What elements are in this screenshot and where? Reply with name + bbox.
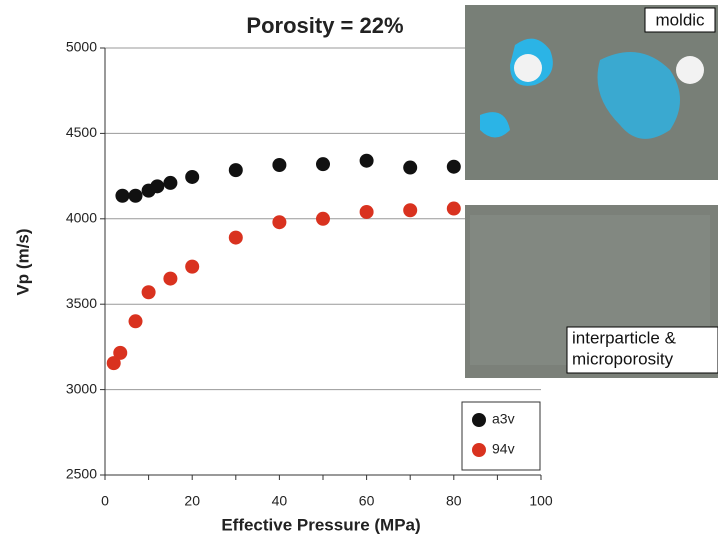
point: [359, 204, 374, 219]
x-axis-title: Effective Pressure (MPa): [221, 515, 420, 534]
x-tick-label: 60: [359, 493, 375, 509]
x-tick-label: 80: [446, 493, 462, 509]
photo-moldic: moldic: [465, 5, 718, 180]
point: [106, 356, 121, 371]
point: [163, 175, 178, 190]
point: [228, 163, 243, 178]
point: [403, 203, 418, 218]
legend-label: a3v: [492, 411, 515, 427]
pore: [597, 52, 680, 139]
legend-marker: [472, 443, 486, 457]
y-tick-label: 4500: [66, 124, 97, 140]
y-tick-label: 4000: [66, 210, 97, 226]
point: [403, 160, 418, 175]
x-tick-label: 0: [101, 493, 109, 509]
point: [446, 159, 461, 174]
plot-area: 2500 3000 3500 4000 4500 5000 0 20 40 60 80 100: [66, 39, 553, 509]
photo-label: moldic: [655, 10, 705, 29]
photo-label: microporosity: [572, 349, 674, 368]
point: [359, 153, 374, 168]
y-tick-label: 3500: [66, 295, 97, 311]
point: [272, 157, 287, 172]
legend-box: [461, 401, 541, 471]
point: [113, 345, 128, 360]
x-tick-label: 40: [272, 493, 288, 509]
point: [128, 314, 143, 329]
y-tick-label: 3000: [66, 380, 97, 396]
point: [446, 201, 461, 216]
point: [141, 285, 156, 300]
point: [316, 157, 330, 172]
point: [115, 188, 130, 203]
point: [316, 211, 330, 226]
legend-label: 94v: [492, 441, 515, 457]
pore-white: [514, 54, 542, 82]
chart-title: Porosity = 22%: [246, 13, 403, 38]
photo-label: interparticle &: [572, 328, 677, 347]
x-tick-label: 20: [184, 493, 200, 509]
point: [128, 188, 143, 203]
photo-label-box: [566, 326, 718, 374]
point: [185, 169, 200, 184]
pore: [480, 112, 510, 138]
photo-label-box: [644, 7, 716, 33]
point: [185, 259, 200, 274]
y-tick-label: 2500: [66, 466, 97, 482]
legend-marker: [472, 413, 486, 427]
pore-white: [676, 56, 704, 84]
point: [150, 179, 165, 194]
y-axis-title: Vp (m/s): [13, 228, 32, 295]
y-tick-label: 5000: [66, 39, 97, 55]
point: [163, 271, 178, 286]
point: [228, 230, 243, 245]
point: [272, 215, 287, 230]
x-tick-label: 100: [529, 493, 553, 509]
photo-interparticle: interparticle & microporosity: [465, 205, 718, 378]
legend: a3v 94v: [461, 401, 541, 471]
